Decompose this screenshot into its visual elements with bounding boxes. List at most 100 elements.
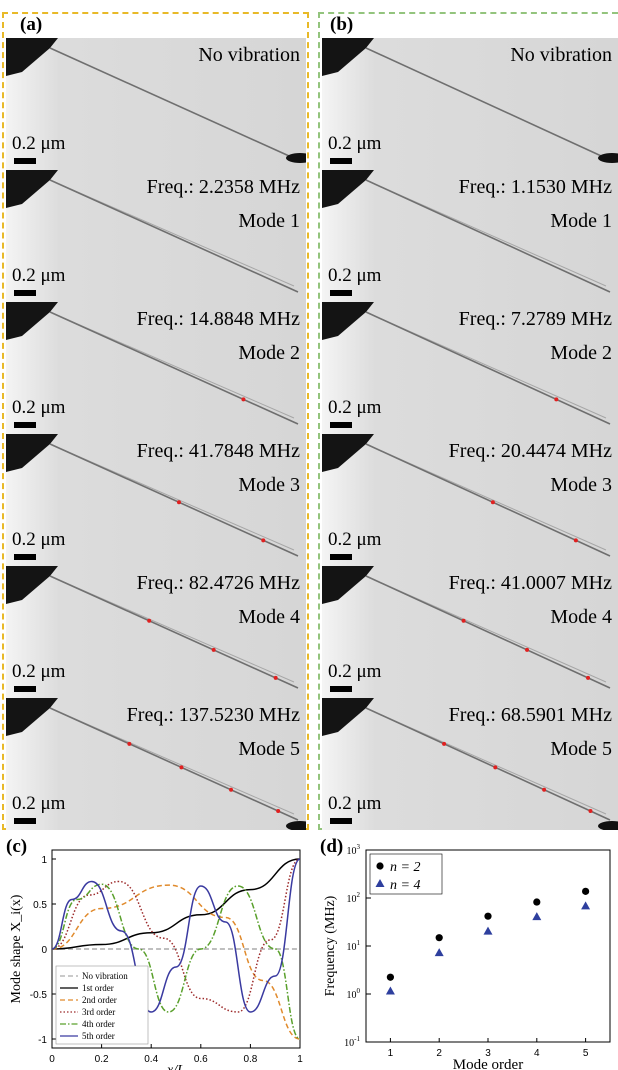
scale-bar-label: 0.2 μm (12, 793, 66, 814)
scale-bar (14, 158, 36, 164)
scale-bar (14, 554, 36, 560)
x-tick-label: 0 (49, 1054, 55, 1065)
data-point-n4 (532, 912, 542, 921)
scale-bar (330, 818, 352, 824)
scale-bar-label: 0.2 μm (328, 661, 382, 682)
y-axis-label: Frequency (MHz) (323, 895, 338, 996)
micrograph-tile: Freq.: 7.2789 MHz Mode 2 0.2 μm (322, 302, 618, 434)
micrograph-image (322, 170, 618, 302)
scale-bar (330, 290, 352, 296)
legend-marker-n4 (375, 879, 385, 887)
y-tick-label: 100 (347, 987, 361, 1001)
legend-label: No vibration (82, 971, 128, 981)
scale-bar (14, 290, 36, 296)
scale-bar-label: 0.2 μm (328, 529, 382, 550)
vibration-node (586, 675, 591, 680)
scale-bar-label: 0.2 μm (328, 265, 382, 286)
vibration-node (573, 538, 578, 543)
frequency-label: Freq.: 41.7848 MHz (136, 440, 300, 462)
x-tick-label: 1 (388, 1048, 394, 1059)
x-tick-label: 0.4 (144, 1054, 158, 1065)
frequency-label: Freq.: 68.5901 MHz (448, 704, 612, 726)
vibration-node (176, 500, 181, 505)
x-tick-label: 4 (534, 1048, 540, 1059)
mode-label: Mode 2 (550, 342, 612, 364)
micrograph-image (322, 566, 618, 698)
x-axis-label: x/L (166, 1063, 185, 1070)
vibration-node (127, 741, 132, 746)
micrograph-image (322, 302, 618, 434)
micrograph-image (6, 434, 306, 566)
x-tick-label: 0.6 (194, 1054, 208, 1065)
legend-label: n = 4 (390, 878, 420, 893)
vibration-node (261, 538, 266, 543)
mode-label: Mode 4 (550, 606, 612, 628)
mode-label: Mode 4 (238, 606, 300, 628)
scale-bar (330, 686, 352, 692)
scale-bar (14, 818, 36, 824)
scale-bar (330, 554, 352, 560)
mode-label: Mode 1 (238, 210, 300, 232)
series-line (51, 883, 301, 1040)
legend-label: 2nd order (82, 995, 117, 1005)
micrograph-tile: Freq.: 20.4474 MHz Mode 3 0.2 μm (322, 434, 618, 566)
scale-bar-label: 0.2 μm (12, 265, 66, 286)
micrograph-tile: Freq.: 2.2358 MHz Mode 1 0.2 μm (6, 170, 306, 302)
frequency-label: Freq.: 41.0007 MHz (448, 572, 612, 594)
legend-marker-n2 (376, 862, 384, 870)
vibration-node (276, 809, 281, 814)
micrograph-image (322, 38, 618, 170)
series-line (51, 858, 301, 1013)
mode-label: Mode 5 (238, 738, 300, 760)
frequency-label: Freq.: 20.4474 MHz (448, 440, 612, 462)
frequency-label: Freq.: 14.8848 MHz (136, 308, 300, 330)
vibration-node (241, 397, 246, 402)
panel-b-label: (b) (328, 14, 356, 35)
vibration-node (229, 787, 234, 792)
panel-a-label: (a) (18, 14, 45, 35)
x-tick-label: 2 (436, 1048, 442, 1059)
mode-label: Mode 3 (238, 474, 300, 496)
scale-bar-label: 0.2 μm (12, 661, 66, 682)
scale-bar (330, 422, 352, 428)
vibration-node (554, 397, 559, 402)
vibration-node (461, 618, 466, 623)
legend-box (369, 853, 443, 895)
mode-label: Mode 1 (550, 210, 612, 232)
y-tick-label: 102 (347, 891, 361, 905)
micrograph-image (6, 38, 306, 170)
data-point-n4 (434, 948, 444, 957)
micrograph-tile: Freq.: 68.5901 MHz Mode 5 0.2 μm (322, 698, 618, 830)
x-tick-label: 3 (485, 1048, 491, 1059)
legend-label: 1st order (82, 983, 114, 993)
y-tick-label: 103 (347, 843, 361, 857)
series-line (51, 858, 301, 950)
vibration-node (147, 618, 152, 623)
legend-label: 4th order (82, 1019, 115, 1029)
micrograph-image (6, 170, 306, 302)
series-line (51, 858, 301, 1013)
y-axis-label: Mode shape X_i(x) (9, 894, 24, 1003)
micrograph-image (322, 698, 618, 830)
chart-frequency: 1 2 3 4 5 10-1 100 101 102 103 Mode order Frequency… (323, 843, 611, 1070)
frequency-label: Freq.: 137.5230 MHz (126, 704, 300, 726)
micrograph-tile: Freq.: 1.1530 MHz Mode 1 0.2 μm (322, 170, 618, 302)
data-point-n2 (484, 912, 492, 920)
data-point-n4 (581, 901, 591, 910)
legend-label: n = 2 (390, 860, 420, 875)
mode-label: Mode 5 (550, 738, 612, 760)
legend-box (55, 965, 149, 1045)
data-point-n2 (435, 934, 443, 942)
chart-mode-shapes: 0 0.2 0.4 0.6 0.8 1 -1 -0.5 0 0.5 1 x/L Mode shape X… (9, 849, 303, 1070)
vibration-node (490, 500, 495, 505)
frequency-label: Freq.: 2.2358 MHz (146, 176, 300, 198)
x-tick-label: 0.2 (95, 1054, 109, 1065)
scale-bar-label: 0.2 μm (12, 529, 66, 550)
x-tick-label: 1 (297, 1054, 303, 1065)
micrograph-tile: No vibration 0.2 μm (6, 38, 306, 170)
scale-bar-label: 0.2 μm (328, 793, 382, 814)
micrograph-image (6, 566, 306, 698)
frequency-label: Freq.: 82.4726 MHz (136, 572, 300, 594)
scale-bar (330, 158, 352, 164)
y-tick-label: 0.5 (33, 900, 47, 911)
